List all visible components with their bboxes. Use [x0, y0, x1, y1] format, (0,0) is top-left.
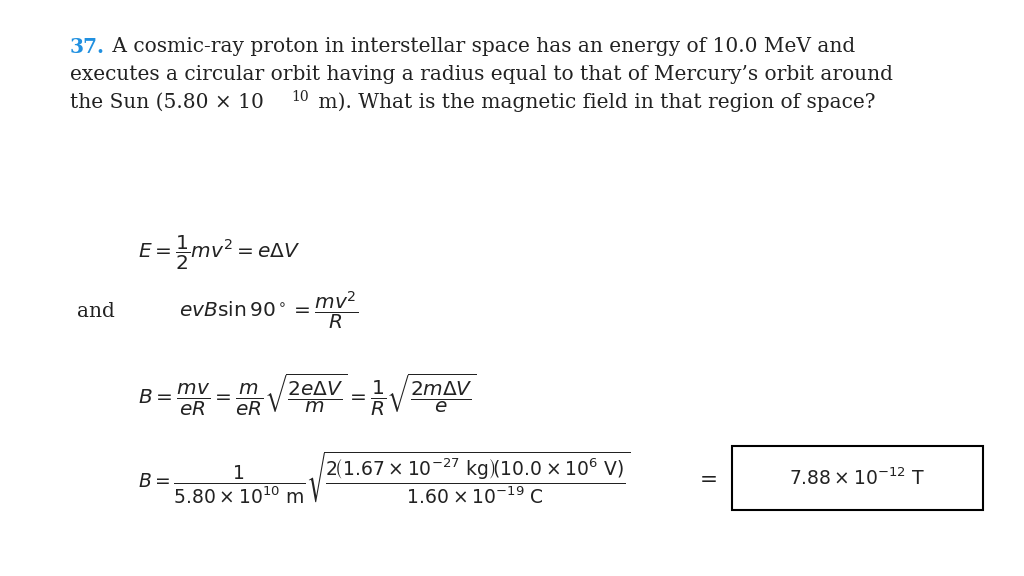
Text: $B = \dfrac{1}{5.80\times10^{10}\ \mathrm{m}}\sqrt{\dfrac{2\!\left(1.67\times10^: $B = \dfrac{1}{5.80\times10^{10}\ \mathr… [138, 450, 631, 506]
Text: the Sun (5.80 × 10: the Sun (5.80 × 10 [70, 93, 263, 112]
Text: A cosmic-ray proton in interstellar space has an energy of 10.0 MeV and: A cosmic-ray proton in interstellar spac… [106, 37, 856, 56]
Text: $=$: $=$ [695, 468, 717, 488]
Text: m). What is the magnetic field in that region of space?: m). What is the magnetic field in that r… [312, 93, 876, 112]
Bar [732, 446, 983, 510]
Text: 10: 10 [291, 90, 308, 104]
Text: $7.88\times10^{-12}\ \mathrm{T}$: $7.88\times10^{-12}\ \mathrm{T}$ [790, 467, 926, 489]
Text: executes a circular orbit having a radius equal to that of Mercury’s orbit aroun: executes a circular orbit having a radiu… [70, 65, 893, 84]
Text: $E = \dfrac{1}{2}mv^2 = e\Delta V$: $E = \dfrac{1}{2}mv^2 = e\Delta V$ [138, 233, 301, 271]
Text: $evB\sin 90^\circ = \dfrac{mv^2}{R}$: $evB\sin 90^\circ = \dfrac{mv^2}{R}$ [179, 290, 358, 332]
Text: 37.: 37. [70, 37, 104, 58]
Text: $B = \dfrac{mv}{eR} = \dfrac{m}{eR}\sqrt{\dfrac{2e\Delta V}{m}} = \dfrac{1}{R}\s: $B = \dfrac{mv}{eR} = \dfrac{m}{eR}\sqrt… [138, 372, 477, 418]
Text: and: and [77, 302, 115, 320]
